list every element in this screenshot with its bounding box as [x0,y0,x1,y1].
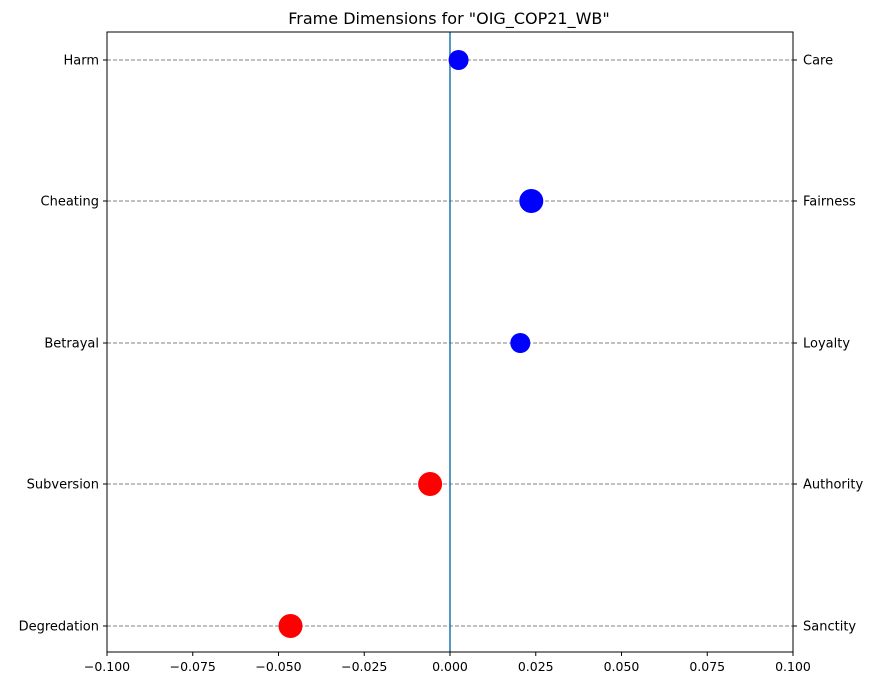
data-point [448,50,469,70]
left-y-tick-label: Subversion [27,478,99,493]
x-axis-ticks: −0.100 −0.075 −0.050 −0.025 0.000 0.025 0.050 0… [84,652,811,674]
right-y-tick-label: Loyalty [803,337,850,352]
left-y-tick-labels: Harm Cheating Betrayal Subversion Degredatio… [19,54,107,635]
data-point [418,472,443,496]
x-tick-label: 0.050 [604,659,640,674]
left-y-tick-label: Betrayal [44,337,99,352]
x-tick-label: 0.075 [689,659,725,674]
left-y-tick-label: Degredation [19,620,99,635]
left-y-tick-label: Cheating [41,195,99,210]
right-y-tick-label: Sanctity [803,620,856,635]
x-tick-label: 0.025 [518,659,554,674]
right-y-tick-label: Fairness [803,195,856,210]
x-tick-label: −0.050 [255,659,301,674]
chart-title: Frame Dimensions for "OIG_COP21_WB" [288,9,610,29]
x-tick-label: −0.100 [84,659,130,674]
x-tick-label: 0.100 [775,659,811,674]
data-points [278,50,544,638]
data-point [278,614,303,638]
right-y-tick-label: Authority [803,478,863,493]
x-tick-label: −0.025 [341,659,387,674]
data-point [510,333,531,353]
x-tick-label: 0.000 [432,659,468,674]
x-tick-label: −0.075 [170,659,216,674]
data-point [519,189,544,213]
right-y-tick-label: Care [803,54,833,69]
left-y-tick-label: Harm [63,54,99,69]
right-y-tick-labels: Care Fairness Loyalty Authority Sanctity [793,54,863,635]
